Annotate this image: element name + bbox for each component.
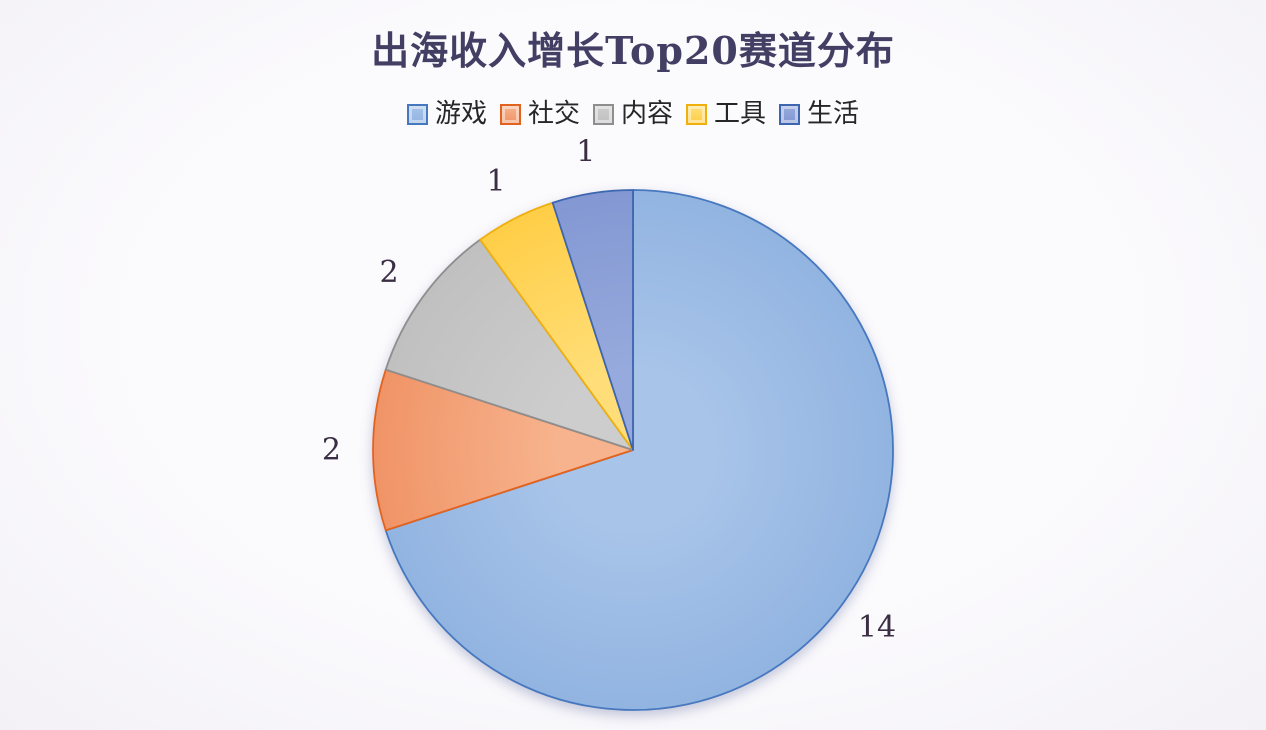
slice-value-label-social: 2 [322,433,341,468]
legend-label-tools: 工具 [714,99,767,129]
legend-item-tools: 工具 [686,101,766,127]
legend-item-content: 内容 [592,99,673,129]
legend-item-games: 游戏 [406,99,487,129]
legend-swatch-social-icon [499,103,521,125]
legend-swatch-games-icon [406,103,428,125]
slice-value-label-tools: 1 [487,164,506,199]
legend-label-games: 游戏 [434,99,487,129]
legend-label-social: 社交 [527,99,580,129]
pie-slice-life [551,189,634,451]
chart-title: 出海收入增长Top20赛道分布 [371,28,895,73]
pie-slice-games [384,189,894,711]
slice-value-label-games: 14 [858,610,896,645]
chart-legend: 游戏 社交 内容 工具 生活 [0,101,1266,127]
slice-value-label-content: 2 [379,255,398,290]
pie-slice-content [384,238,634,451]
legend-item-life: 生活 [779,101,859,127]
legend-swatch-tools-icon [686,103,707,125]
legend-swatch-content-icon [592,103,614,125]
legend-label-life: 生活 [807,99,860,129]
legend-swatch-life-icon [779,103,801,125]
legend-label-content: 内容 [620,99,673,129]
pie-slice-social [372,368,634,532]
slice-value-label-life: 1 [576,135,595,170]
legend-item-social: 社交 [499,99,580,129]
